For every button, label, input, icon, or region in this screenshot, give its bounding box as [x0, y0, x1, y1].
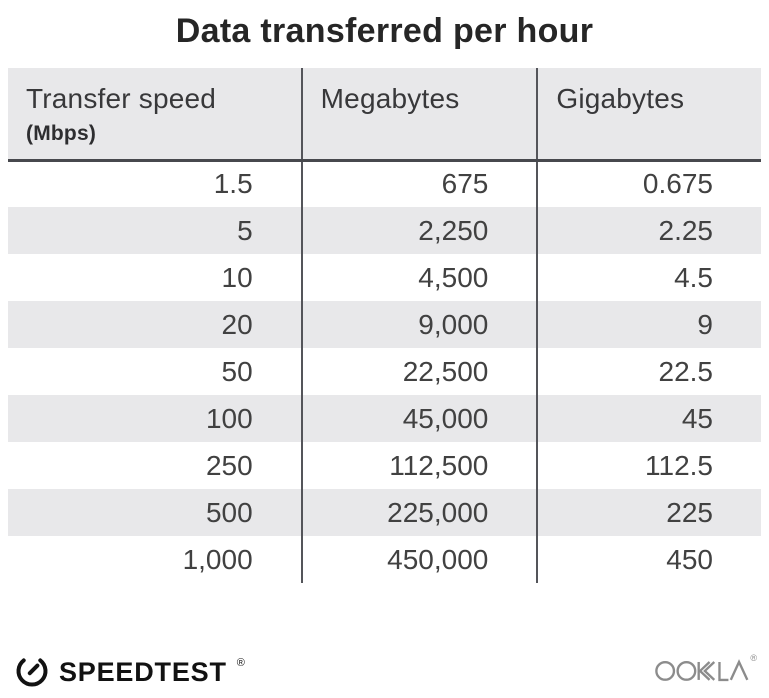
table-row: 100 45,000 45	[8, 395, 761, 442]
header-cell-gigabytes: Gigabytes	[536, 68, 761, 162]
cell-mbps: 250	[205, 449, 253, 481]
cell-mbps: 1,000	[182, 543, 253, 575]
data-table: Transfer speed (Mbps) Megabytes Gigabyte…	[8, 68, 761, 583]
cell-gigabytes: 2.25	[536, 207, 761, 254]
cell-gigabytes: 225	[536, 489, 761, 536]
speedtest-wordmark: SPEEDTEST	[59, 656, 227, 687]
cell-gigabytes: 450	[536, 536, 761, 583]
data-table-container: Transfer speed (Mbps) Megabytes Gigabyte…	[8, 68, 761, 583]
table-row: 500 225,000 225	[8, 489, 761, 536]
registered-trademark-mark: ®	[236, 657, 245, 669]
table-row: 250 112,500 112.5	[8, 442, 761, 489]
table-header: Transfer speed (Mbps) Megabytes Gigabyte…	[8, 68, 761, 162]
cell-mbps: 10	[221, 261, 253, 293]
page-title: Data transferred per hour	[175, 12, 594, 50]
cell-gigabytes: 112.5	[536, 442, 761, 489]
ookla-logo: OOKLA ®	[654, 653, 757, 692]
header-label: Transfer speed	[26, 83, 217, 114]
cell-megabytes: 45,000	[300, 395, 538, 442]
header-cell-transfer-speed: Transfer speed (Mbps)	[8, 68, 302, 162]
speedtest-logo: SPEEDTEST ®	[14, 652, 245, 693]
cell-megabytes: 22,500	[300, 348, 538, 395]
cell-gigabytes: 9	[536, 301, 761, 348]
cell-megabytes: 675	[300, 160, 538, 207]
cell-megabytes: 112,500	[300, 442, 538, 489]
header-label: Megabytes	[320, 83, 460, 114]
cell-mbps: 20	[221, 308, 253, 340]
header-row: Transfer speed (Mbps) Megabytes Gigabyte…	[8, 68, 761, 162]
cell-megabytes: 225,000	[300, 489, 538, 536]
cell-megabytes: 9,000	[300, 301, 538, 348]
cell-mbps: 1.5	[213, 168, 253, 200]
table-row: 10 4,500 4.5	[8, 254, 761, 301]
header-cell-megabytes: Megabytes	[300, 68, 538, 162]
cell-gigabytes: 45	[536, 395, 761, 442]
table-body: 1.5 675 0.675 5 2,250 2.25 10 4,500 4.5 …	[8, 160, 761, 583]
cell-gigabytes: 22.5	[536, 348, 761, 395]
cell-megabytes: 4,500	[300, 254, 538, 301]
speedtest-gauge-icon	[14, 652, 50, 693]
cell-gigabytes: 4.5	[536, 254, 761, 301]
ookla-wordmark-icon	[654, 653, 750, 692]
registered-trademark-mark: ®	[750, 652, 757, 663]
table-row: 1.5 675 0.675	[8, 160, 761, 207]
cell-mbps: 50	[221, 355, 253, 387]
table-row: 20 9,000 9	[8, 301, 761, 348]
cell-mbps: 100	[205, 402, 253, 434]
table-row: 1,000 450,000 450	[8, 536, 761, 583]
cell-megabytes: 2,250	[300, 207, 538, 254]
cell-gigabytes: 0.675	[536, 160, 761, 207]
table-row: 50 22,500 22.5	[8, 348, 761, 395]
cell-megabytes: 450,000	[300, 536, 538, 583]
header-unit-label: (Mbps)	[26, 122, 97, 145]
footer: SPEEDTEST ® OOKLA ®	[14, 651, 757, 693]
cell-mbps: 500	[205, 496, 253, 528]
header-label: Gigabytes	[556, 83, 685, 114]
table-row: 5 2,250 2.25	[8, 207, 761, 254]
cell-mbps: 5	[237, 214, 253, 246]
